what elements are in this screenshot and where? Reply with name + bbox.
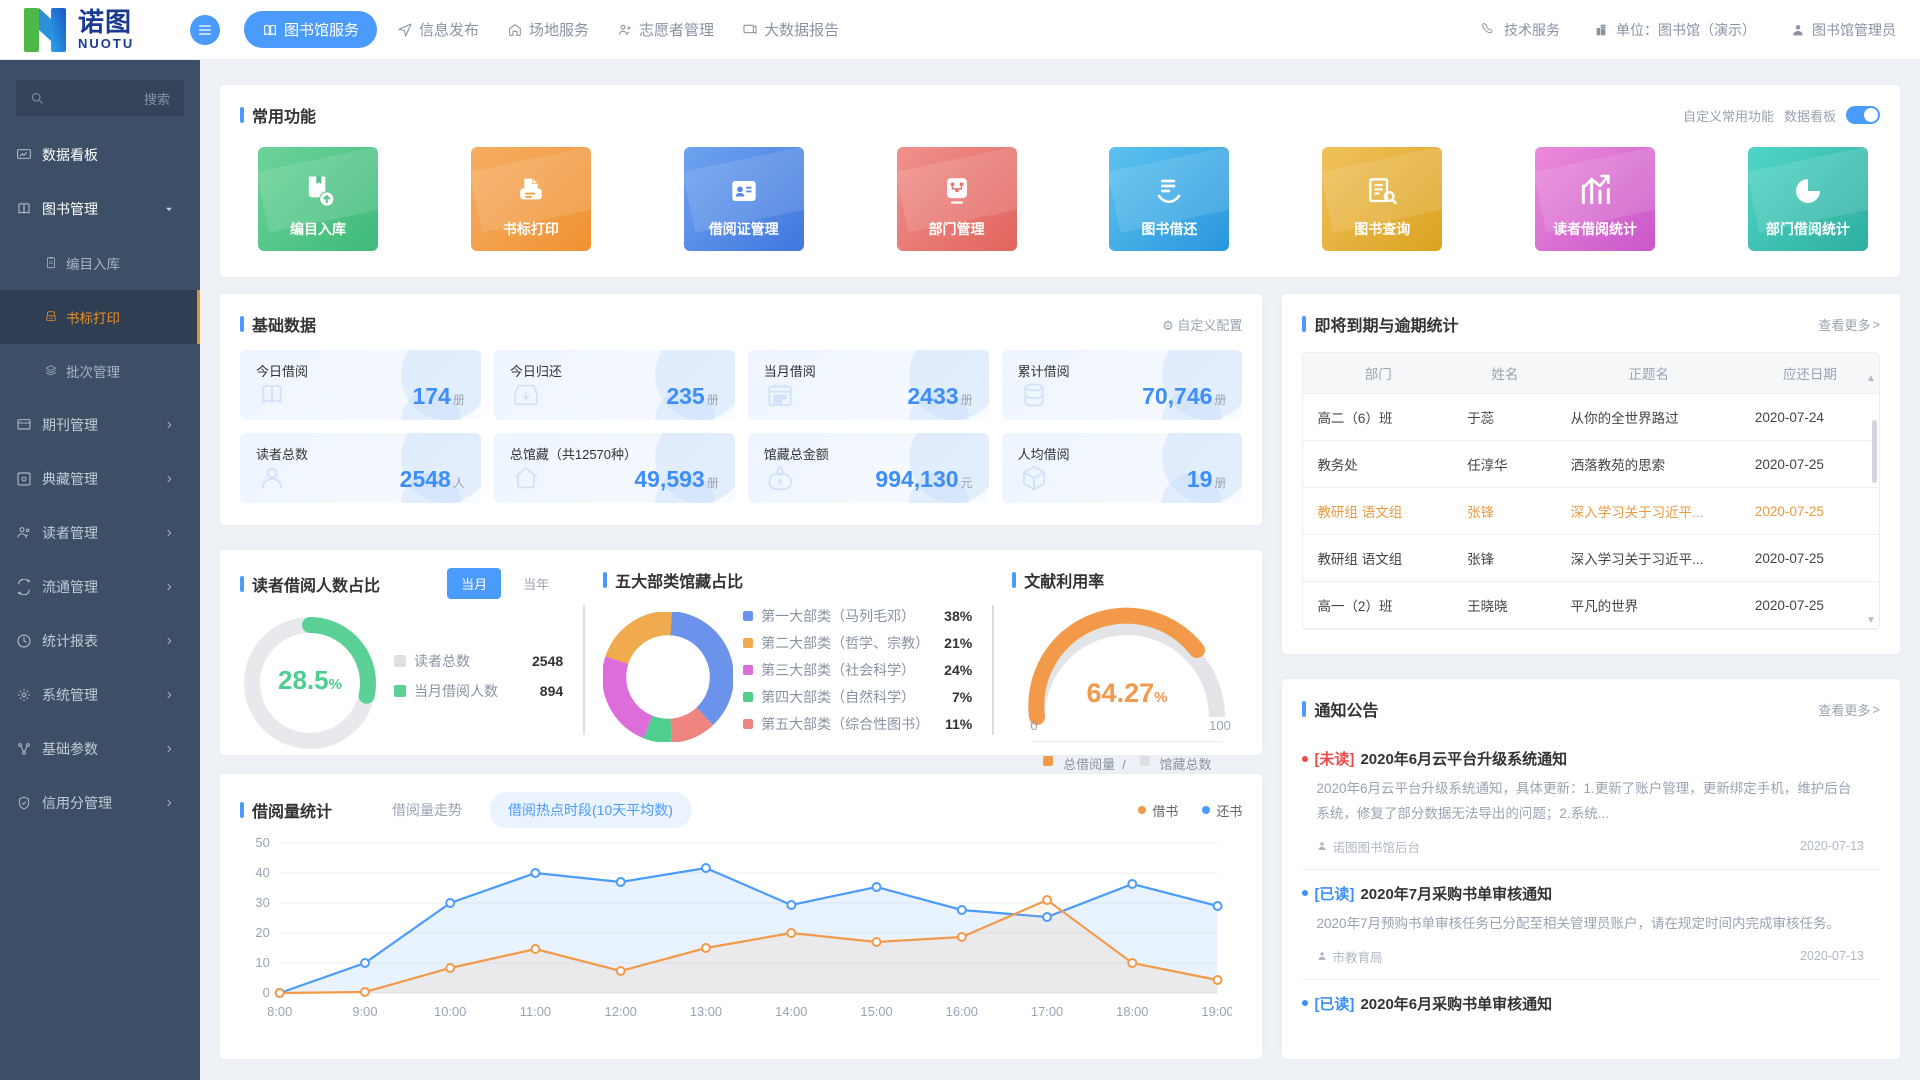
svg-text:0: 0 (1031, 718, 1038, 732)
svg-text:15:00: 15:00 (860, 1004, 892, 1019)
svg-text:50: 50 (255, 838, 269, 850)
svg-text:64.27%: 64.27% (1087, 678, 1168, 708)
svg-text:18:00: 18:00 (1116, 1004, 1148, 1019)
svg-text:0: 0 (263, 985, 270, 1000)
svg-text:30: 30 (255, 895, 269, 910)
svg-text:28.5%: 28.5% (278, 665, 342, 695)
svg-text:17:00: 17:00 (1031, 1004, 1063, 1019)
svg-text:12:00: 12:00 (605, 1004, 637, 1019)
svg-text:13:00: 13:00 (690, 1004, 722, 1019)
svg-text:10: 10 (255, 955, 269, 970)
svg-text:100: 100 (1209, 718, 1231, 732)
svg-text:10:00: 10:00 (434, 1004, 466, 1019)
svg-text:11:00: 11:00 (520, 1004, 551, 1019)
svg-text:19:00: 19:00 (1201, 1004, 1232, 1019)
svg-text:8:00: 8:00 (267, 1004, 292, 1019)
svg-text:9:00: 9:00 (352, 1004, 377, 1019)
svg-text:20: 20 (255, 925, 269, 940)
svg-text:14:00: 14:00 (775, 1004, 807, 1019)
svg-text:40: 40 (255, 865, 269, 880)
svg-text:16:00: 16:00 (946, 1004, 978, 1019)
